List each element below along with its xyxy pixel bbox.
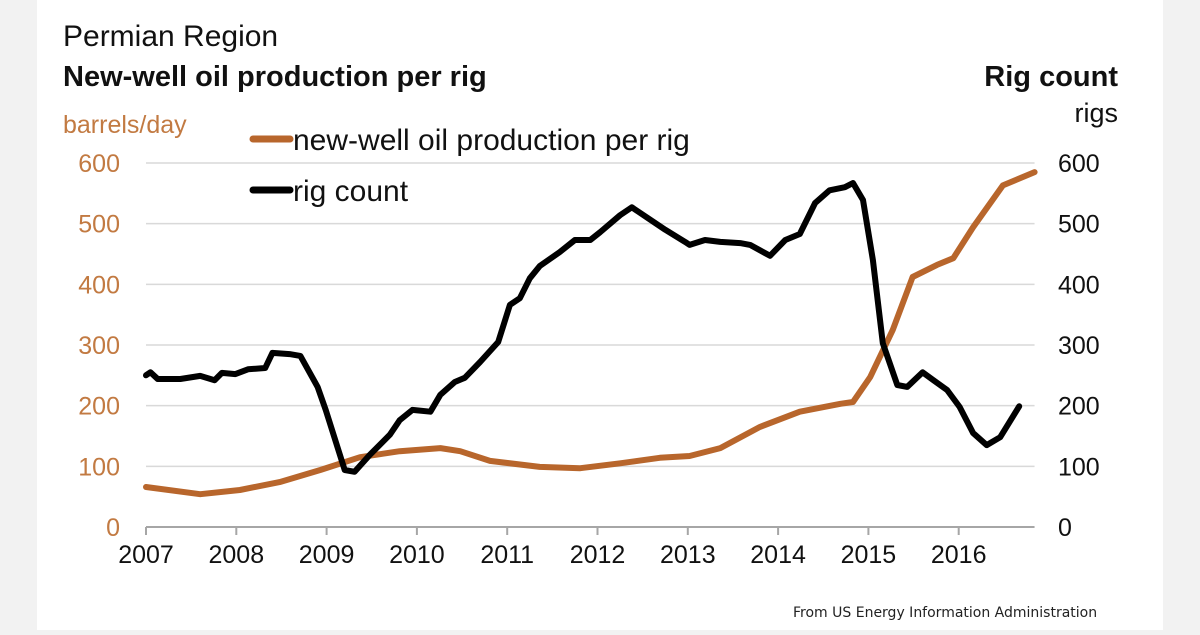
legend: new-well oil production per rig rig coun… bbox=[249, 124, 690, 208]
x-tick-label: 2011 bbox=[480, 541, 534, 569]
x-tick-label: 2009 bbox=[299, 541, 355, 569]
x-tick-label: 2007 bbox=[118, 541, 174, 569]
left-axis-unit: barrels/day bbox=[63, 111, 187, 139]
left-tick-label: 300 bbox=[78, 332, 120, 360]
series-lines bbox=[143, 169, 1038, 498]
left-tick-label: 0 bbox=[106, 514, 120, 542]
legend-label-production: new-well oil production per rig bbox=[293, 124, 690, 157]
chart-title: New-well oil production per rig bbox=[63, 61, 487, 93]
right-tick-label: 0 bbox=[1058, 514, 1072, 542]
right-axis-title: Rig count bbox=[984, 61, 1118, 93]
left-tick-label: 500 bbox=[78, 211, 120, 239]
series-line-rig-count bbox=[143, 180, 1023, 475]
x-tick-label: 2016 bbox=[931, 541, 987, 569]
gridlines bbox=[146, 162, 1035, 468]
x-tick-label: 2010 bbox=[389, 541, 445, 569]
right-tick-label: 300 bbox=[1058, 332, 1100, 360]
right-tick-label: 200 bbox=[1058, 393, 1100, 421]
left-tick-label: 600 bbox=[78, 150, 120, 178]
x-tick-label: 2012 bbox=[570, 541, 626, 569]
x-tick-label: 2008 bbox=[208, 541, 264, 569]
right-tick-label: 100 bbox=[1058, 453, 1100, 481]
source-note: From US Energy Information Administratio… bbox=[793, 605, 1097, 621]
right-axis-unit: rigs bbox=[1074, 98, 1118, 128]
left-tick-label: 100 bbox=[78, 453, 120, 481]
right-tick-label: 600 bbox=[1058, 150, 1100, 178]
axes: 0 100 200 300 400 500 600 0 100 200 300 400 500 600 20… bbox=[78, 150, 1099, 569]
right-tick-label: 400 bbox=[1058, 271, 1100, 299]
left-tick-label: 400 bbox=[78, 271, 120, 299]
chart-region: Permian Region bbox=[63, 20, 278, 53]
legend-label-rig-count: rig count bbox=[293, 175, 409, 208]
x-tick-label: 2013 bbox=[660, 541, 716, 569]
x-tick-label: 2015 bbox=[841, 541, 897, 569]
chart-card bbox=[37, 0, 1163, 630]
x-tick-label: 2014 bbox=[750, 541, 806, 569]
right-tick-label: 500 bbox=[1058, 211, 1100, 239]
left-tick-label: 200 bbox=[78, 393, 120, 421]
